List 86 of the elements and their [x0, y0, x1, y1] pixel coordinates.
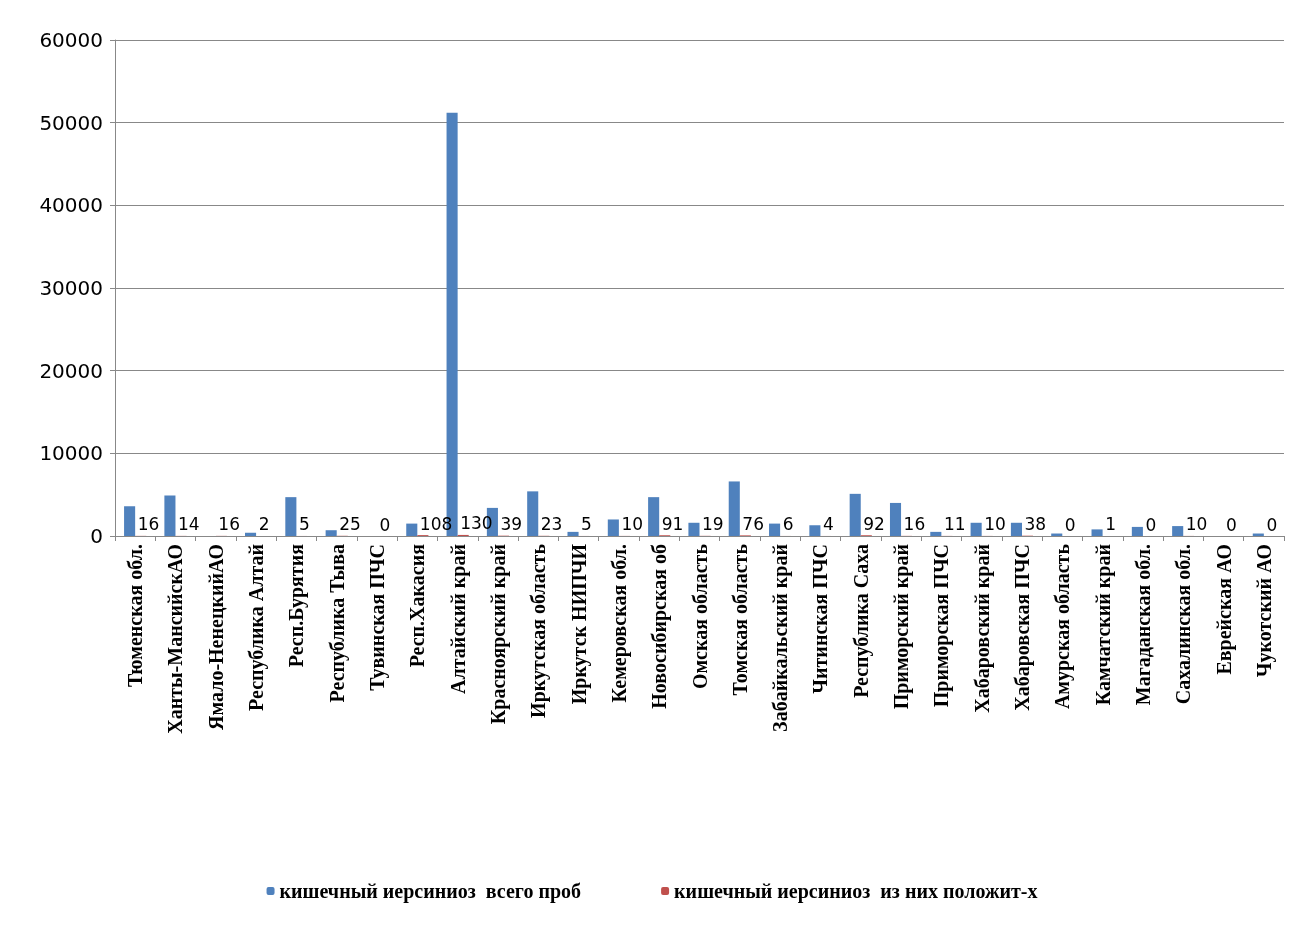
data-label: 10 [984, 514, 1006, 535]
bar [930, 531, 942, 536]
bar [648, 497, 660, 536]
data-label: 6 [782, 514, 794, 535]
x-tick-label: Новосибирская об [648, 544, 672, 709]
data-label: 10 [621, 514, 644, 535]
x-tick-label: Еврейская АО [1212, 544, 1236, 675]
bar [809, 525, 821, 536]
x-tick-label: Красноярский край [486, 544, 510, 725]
bar [970, 522, 982, 536]
y-tick-label: 10000 [39, 441, 103, 466]
bar [325, 530, 337, 536]
bar [1131, 526, 1143, 536]
x-tick-label: Читинская ПЧС [809, 544, 832, 694]
bar [607, 519, 619, 536]
x-tick-label: Омская область [688, 543, 711, 690]
y-tick-label: 0 [90, 524, 103, 548]
y-tick-label: 60000 [39, 28, 103, 52]
y-tick-label: 50000 [39, 110, 103, 135]
data-label: 5 [581, 514, 592, 535]
data-label: 16 [903, 514, 926, 535]
data-label: 92 [863, 513, 885, 534]
data-label: 0 [1064, 514, 1076, 535]
data-label: 25 [339, 514, 361, 535]
x-tick-label: Иркутская область [527, 543, 551, 718]
x-tick-label: Тувинская ПЧС [366, 544, 390, 691]
bar [688, 522, 700, 536]
data-label: 91 [661, 513, 684, 534]
bar [769, 523, 781, 536]
x-tick-label: Хабаровская ПЧС [1010, 544, 1034, 711]
legend-label: кишечный иерсиниоз из них положит-х [674, 880, 1038, 903]
x-tick-label: Ямало-НенецкийАО [204, 544, 227, 730]
bar [728, 481, 740, 536]
x-tick-label: Приморская ПЧС [930, 544, 954, 708]
data-label: 16 [218, 514, 240, 535]
x-tick-label: Томская область [728, 543, 751, 696]
data-label: 0 [1226, 514, 1237, 535]
data-label: 76 [742, 513, 764, 534]
y-tick-label: 30000 [39, 276, 103, 300]
bar [1091, 529, 1103, 536]
data-label: 2 [258, 514, 270, 535]
x-tick-label: Респ.Бурятия [285, 543, 309, 668]
x-tick-label: Забайкальский край [769, 544, 793, 732]
data-label: 39 [500, 514, 523, 535]
x-tick-label: Республика Тыва [325, 544, 349, 703]
x-tick-label: Республика Алтай [245, 544, 269, 711]
bar [1172, 526, 1184, 536]
bar [1010, 522, 1022, 536]
bar [889, 502, 902, 536]
bar [164, 495, 176, 536]
data-label: 0 [379, 514, 391, 535]
data-label: 4 [822, 514, 834, 535]
x-tick-label: Сахалинская обл. [1172, 544, 1195, 705]
data-label: 23 [540, 514, 563, 535]
data-label: 10 [1185, 514, 1208, 535]
x-tick-label: Ханты-МансийскАО [164, 544, 187, 734]
data-label: 14 [178, 514, 200, 535]
data-label: 11 [943, 514, 966, 535]
x-tick-label: Камчатский край [1091, 544, 1115, 706]
data-label: 1 [1105, 514, 1116, 535]
x-tick-label: Чукотский АО [1252, 544, 1276, 678]
x-tick-label: Респ.Хакасия [406, 543, 429, 668]
bar [285, 497, 297, 536]
x-tick-label: Кемеровская обл. [607, 544, 631, 703]
x-tick-label: Иркутск НИПЧИ [567, 543, 591, 705]
y-tick-label: 40000 [39, 193, 103, 218]
x-tick-label: Амурская область [1051, 543, 1075, 710]
data-label: 5 [298, 514, 310, 535]
data-label: 19 [702, 514, 724, 535]
data-label: 38 [1024, 514, 1047, 535]
x-tick-label: Тюменская обл. [124, 544, 147, 688]
bar [406, 523, 418, 536]
data-label: 16 [137, 514, 160, 535]
data-label: 0 [1145, 514, 1157, 535]
x-tick-label: Алтайский край [446, 544, 470, 694]
y-tick-label: 20000 [39, 358, 103, 383]
bar [849, 493, 861, 536]
bar [527, 491, 539, 536]
x-tick-label: Республика Саха [849, 544, 873, 698]
bar [124, 506, 136, 536]
x-tick-label: Магаданская обл. [1131, 544, 1154, 706]
x-tick-label: Хабаровский край [970, 544, 994, 713]
x-tick-label: Приморский край [890, 544, 914, 710]
data-label: 0 [1266, 514, 1278, 535]
legend-label: кишечный иерсиниоз всего проб [279, 880, 582, 903]
bar [567, 531, 579, 536]
